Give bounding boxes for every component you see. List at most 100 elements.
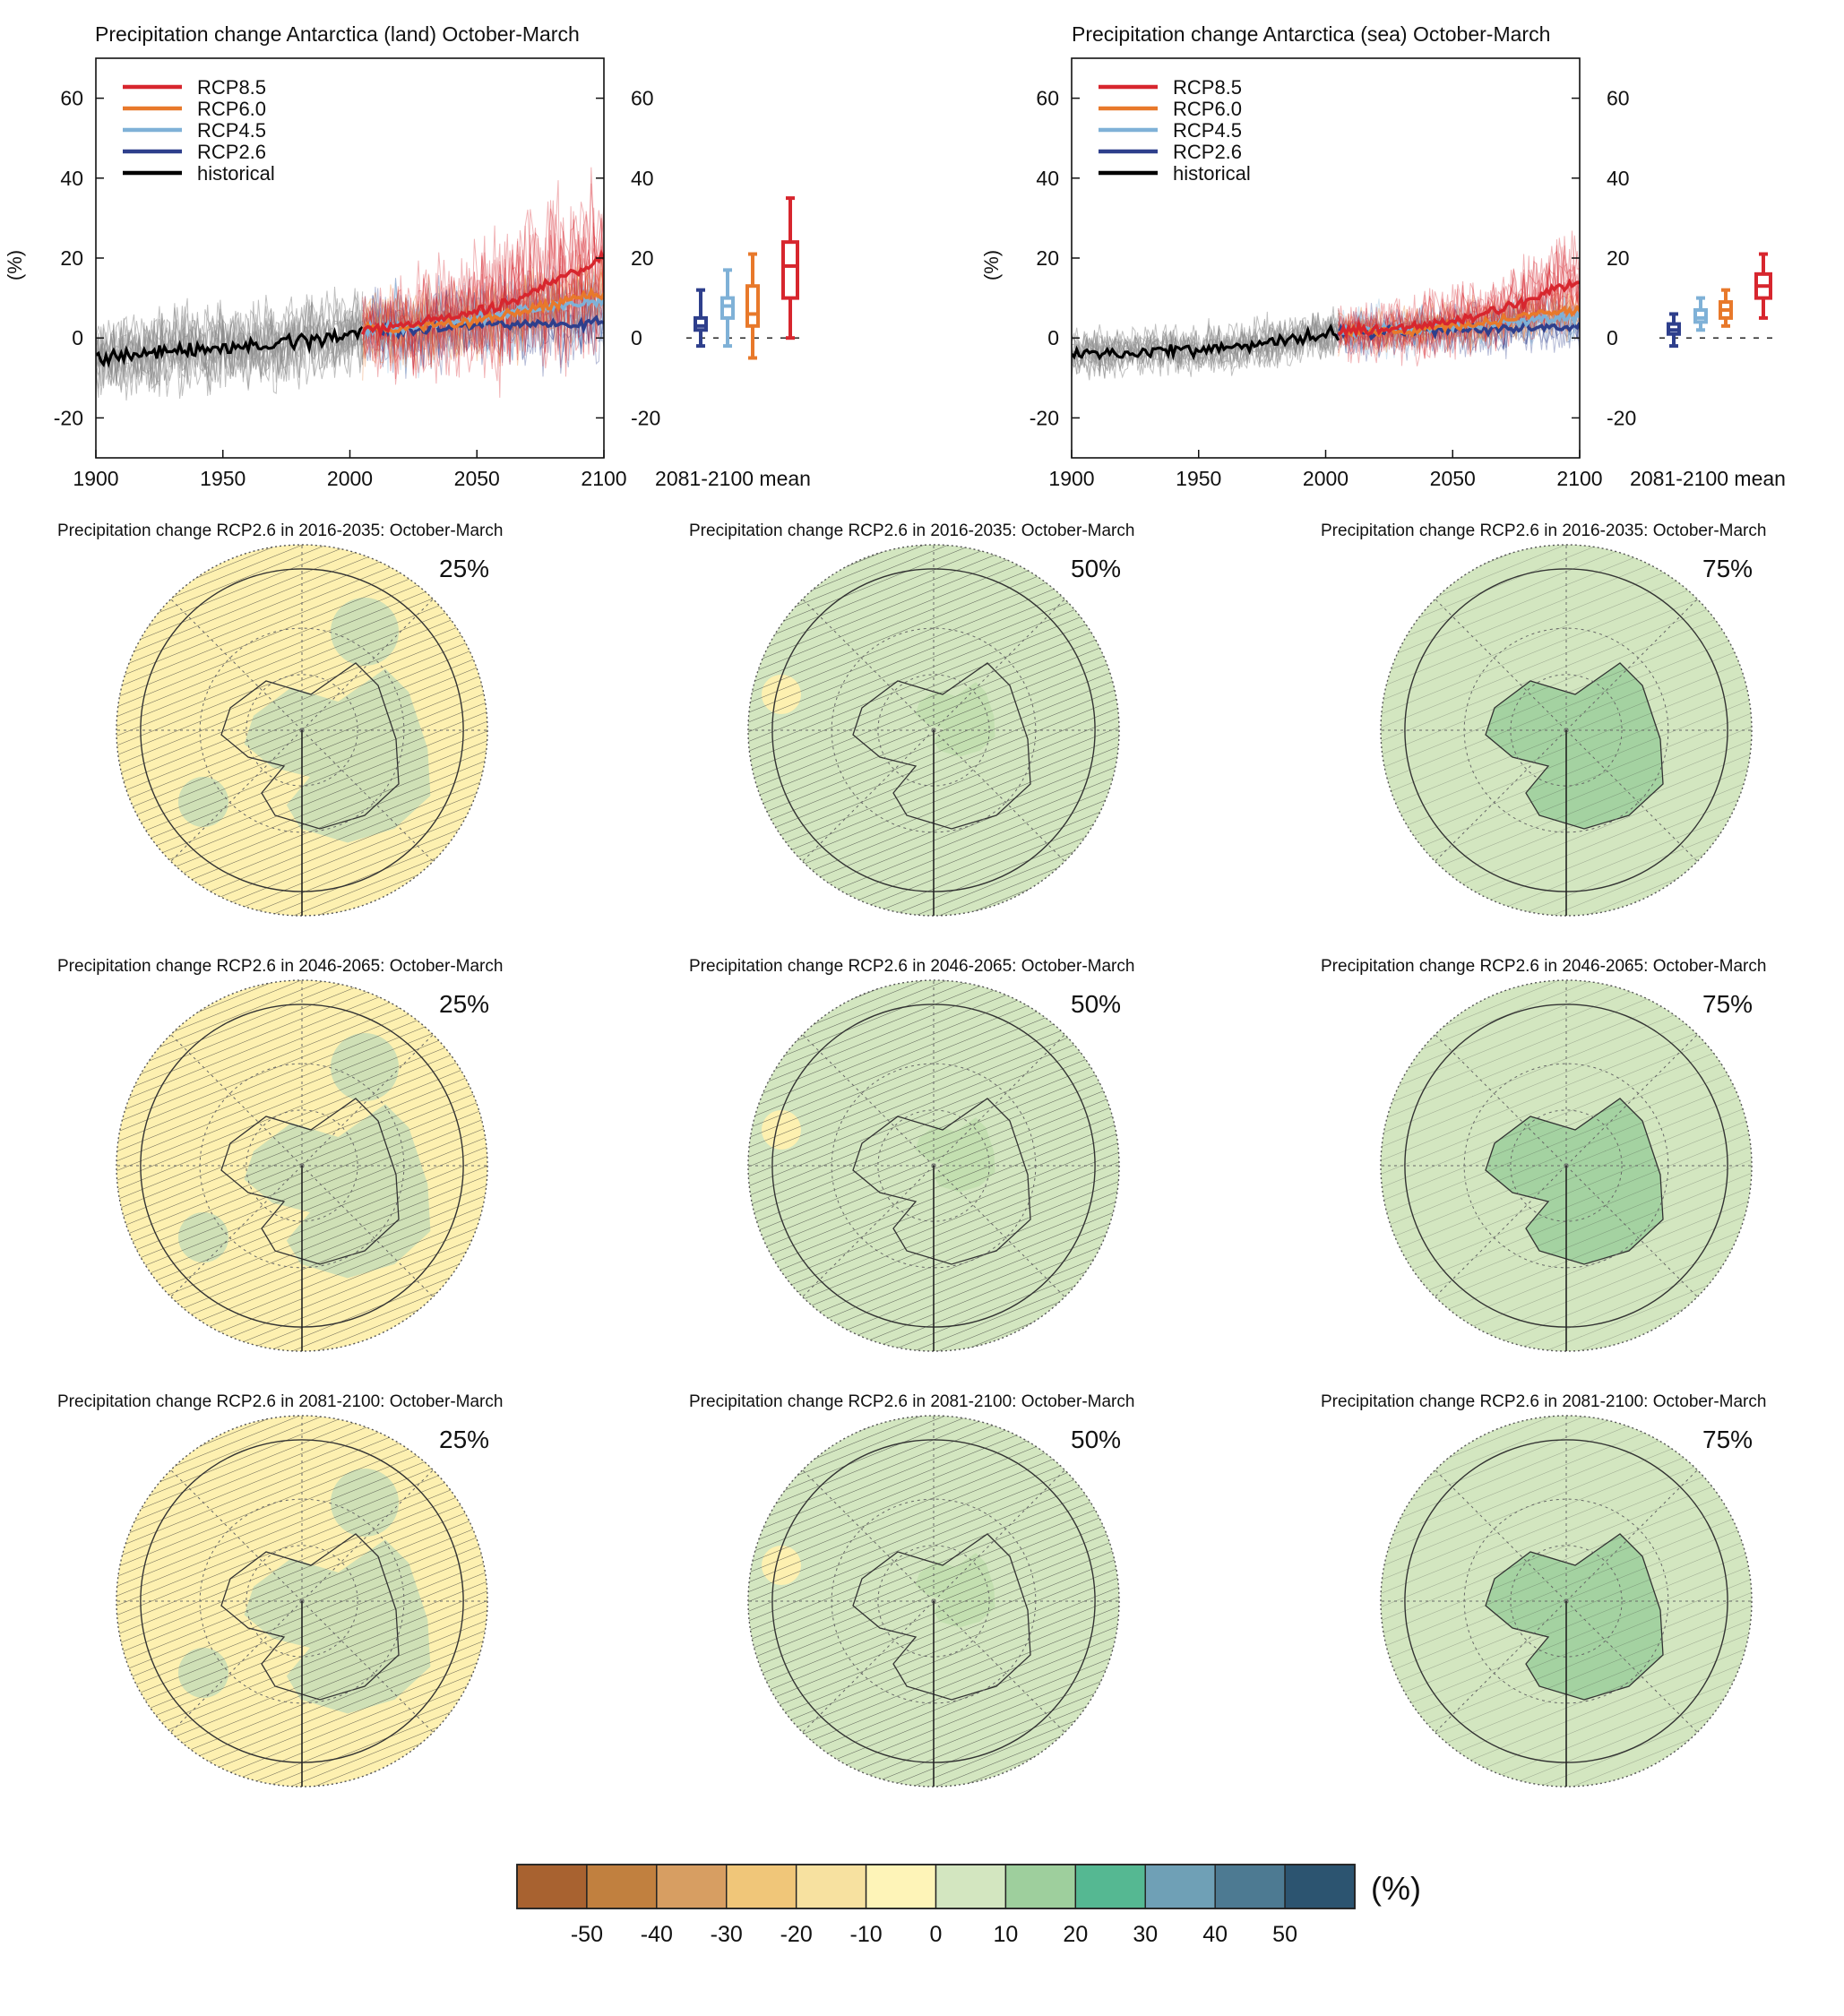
colorbar-cell: [795, 1864, 867, 1909]
latitude-circle-dotted: [877, 1545, 990, 1658]
colorbar-tick-label: -30: [711, 1922, 743, 1947]
map-percentile: 25%: [439, 990, 489, 1018]
colorbar-cell: [586, 1864, 658, 1909]
legend-label: RCP2.6: [1173, 141, 1242, 163]
legend-label: historical: [1173, 162, 1251, 185]
latitude-circle-dotted: [877, 1109, 990, 1222]
colorbar-tick-label: -50: [571, 1922, 603, 1947]
polar-map: [1380, 1415, 1753, 1788]
box-axis-label: 2081-2100 mean: [655, 467, 811, 490]
map-percentile: 25%: [439, 1426, 489, 1453]
rcp85-ensemble-line: [362, 205, 604, 384]
x-tick-label: 2100: [581, 467, 626, 490]
colorbar-cell: [1144, 1864, 1216, 1909]
coastline: [220, 662, 400, 830]
colorbar-unit: (%): [1371, 1870, 1421, 1907]
y-tick-label: 0: [1047, 326, 1059, 349]
plot-frame: [1071, 57, 1581, 459]
timeseries-title: Precipitation change Antarctica (sea) Oc…: [1072, 22, 1550, 46]
y-tick-label-right: -20: [631, 406, 660, 429]
colorbar-tick-label: -10: [850, 1922, 883, 1947]
rcp26-ensemble-line: [362, 285, 604, 374]
coastline: [1485, 1098, 1664, 1265]
map-title: Precipitation change RCP2.6 in 2081-2100…: [689, 1392, 1134, 1411]
rcp85-mean-line: [1337, 278, 1580, 340]
colorbar-tick-label: -20: [780, 1922, 813, 1947]
rcp45-ensemble-line: [362, 263, 604, 379]
x-tick-label: 2050: [454, 467, 500, 490]
y-tick-label-right: 20: [631, 246, 654, 270]
rcp26-ensemble-line: [1338, 306, 1580, 361]
map-title: Precipitation change RCP2.6 in 2016-2035…: [1321, 521, 1766, 540]
legend-label: RCP6.0: [1173, 98, 1242, 120]
plot-frame: [95, 57, 605, 459]
map-title: Precipitation change RCP2.6 in 2046-2065…: [689, 957, 1134, 976]
legend-label: RCP8.5: [1173, 76, 1242, 99]
y-tick-label: -20: [54, 406, 83, 429]
colorbar-cell: [726, 1864, 797, 1909]
colorbar-tick-label: 50: [1272, 1922, 1297, 1947]
map-percentile: 50%: [1071, 990, 1121, 1018]
rcp60-ensemble-line: [1338, 292, 1580, 353]
colorbar-cell: [656, 1864, 728, 1909]
latitude-circle-dotted: [1510, 674, 1623, 787]
map-percentile: 50%: [1071, 555, 1121, 582]
legend-label: RCP4.5: [197, 119, 266, 142]
colorbar-tick-label: -40: [641, 1922, 673, 1947]
colorbar-tick-label: 20: [1063, 1922, 1088, 1947]
box-iqr: [720, 296, 735, 320]
coastline: [852, 662, 1031, 830]
y-tick-label: -20: [1030, 406, 1059, 429]
latitude-circle-dotted: [877, 674, 990, 787]
y-tick-label: 20: [1036, 246, 1059, 270]
rcp45-ensemble-line: [362, 271, 604, 367]
polar-map: [747, 979, 1120, 1352]
map-title: Precipitation change RCP2.6 in 2016-2035…: [57, 521, 503, 540]
plot-body: [1072, 230, 1580, 381]
colorbar-frame: [516, 1864, 1356, 1909]
y-tick-label: 0: [72, 326, 83, 349]
colorbar-tick-label: 30: [1133, 1922, 1158, 1947]
box-iqr: [745, 284, 760, 328]
plot-body: [96, 167, 604, 401]
x-tick-label: 1900: [1048, 467, 1094, 490]
coastline: [220, 1098, 400, 1265]
historical-ensemble-line: [96, 291, 364, 396]
box-iqr: [1693, 307, 1708, 324]
historical-ensemble-line: [1072, 314, 1340, 379]
colorbar-tick-label: 10: [994, 1922, 1019, 1947]
colorbar-cell: [1284, 1864, 1356, 1909]
map-title: Precipitation change RCP2.6 in 2016-2035…: [689, 521, 1134, 540]
timeseries-title: Precipitation change Antarctica (land) O…: [95, 22, 580, 46]
y-axis-label: (%): [980, 250, 1003, 280]
y-tick-label: 60: [1036, 87, 1059, 110]
rcp85-mean-line: [361, 249, 604, 339]
coastline: [852, 1533, 1031, 1701]
timeseries-plot-area: -20 -20 0 0 20 20 40 40 60 60 1900 1950 2000 2050 2100…: [1030, 57, 1776, 490]
y-tick-label-right: 0: [631, 326, 642, 349]
map-percentile: 50%: [1071, 1426, 1121, 1453]
maps-group: [116, 544, 1753, 1788]
timeseries-plot-area: -20 -20 0 0 20 20 40 40 60 60 1900 1950 2000 2050 2100…: [54, 57, 803, 490]
colorbar-cell: [935, 1864, 1007, 1909]
map-percentile: 25%: [439, 555, 489, 582]
polar-map: [1380, 979, 1753, 1352]
box-iqr: [781, 240, 799, 300]
latitude-circle-dotted: [246, 674, 358, 787]
map-percentile: 75%: [1702, 555, 1753, 582]
historical-mean-line: [1072, 323, 1340, 361]
y-tick-label-right: 40: [631, 167, 654, 190]
colorbar-cell: [1074, 1864, 1146, 1909]
legend-label: historical: [197, 162, 275, 185]
timeseries-panel-land: Precipitation change Antarctica (land) O…: [4, 22, 811, 490]
coastline: [1485, 1533, 1664, 1701]
rcp85-ensemble-line: [362, 210, 604, 370]
legend-label: RCP8.5: [197, 76, 266, 99]
colorbar-cell: [1214, 1864, 1286, 1909]
colorbar-cell: [865, 1864, 937, 1909]
latitude-circle-dotted: [246, 1109, 358, 1222]
map-percentile: 75%: [1702, 1426, 1753, 1453]
colorbar-cell: [516, 1864, 588, 1909]
rcp26-ensemble-line: [362, 282, 604, 375]
historical-mean-line: [96, 326, 364, 368]
